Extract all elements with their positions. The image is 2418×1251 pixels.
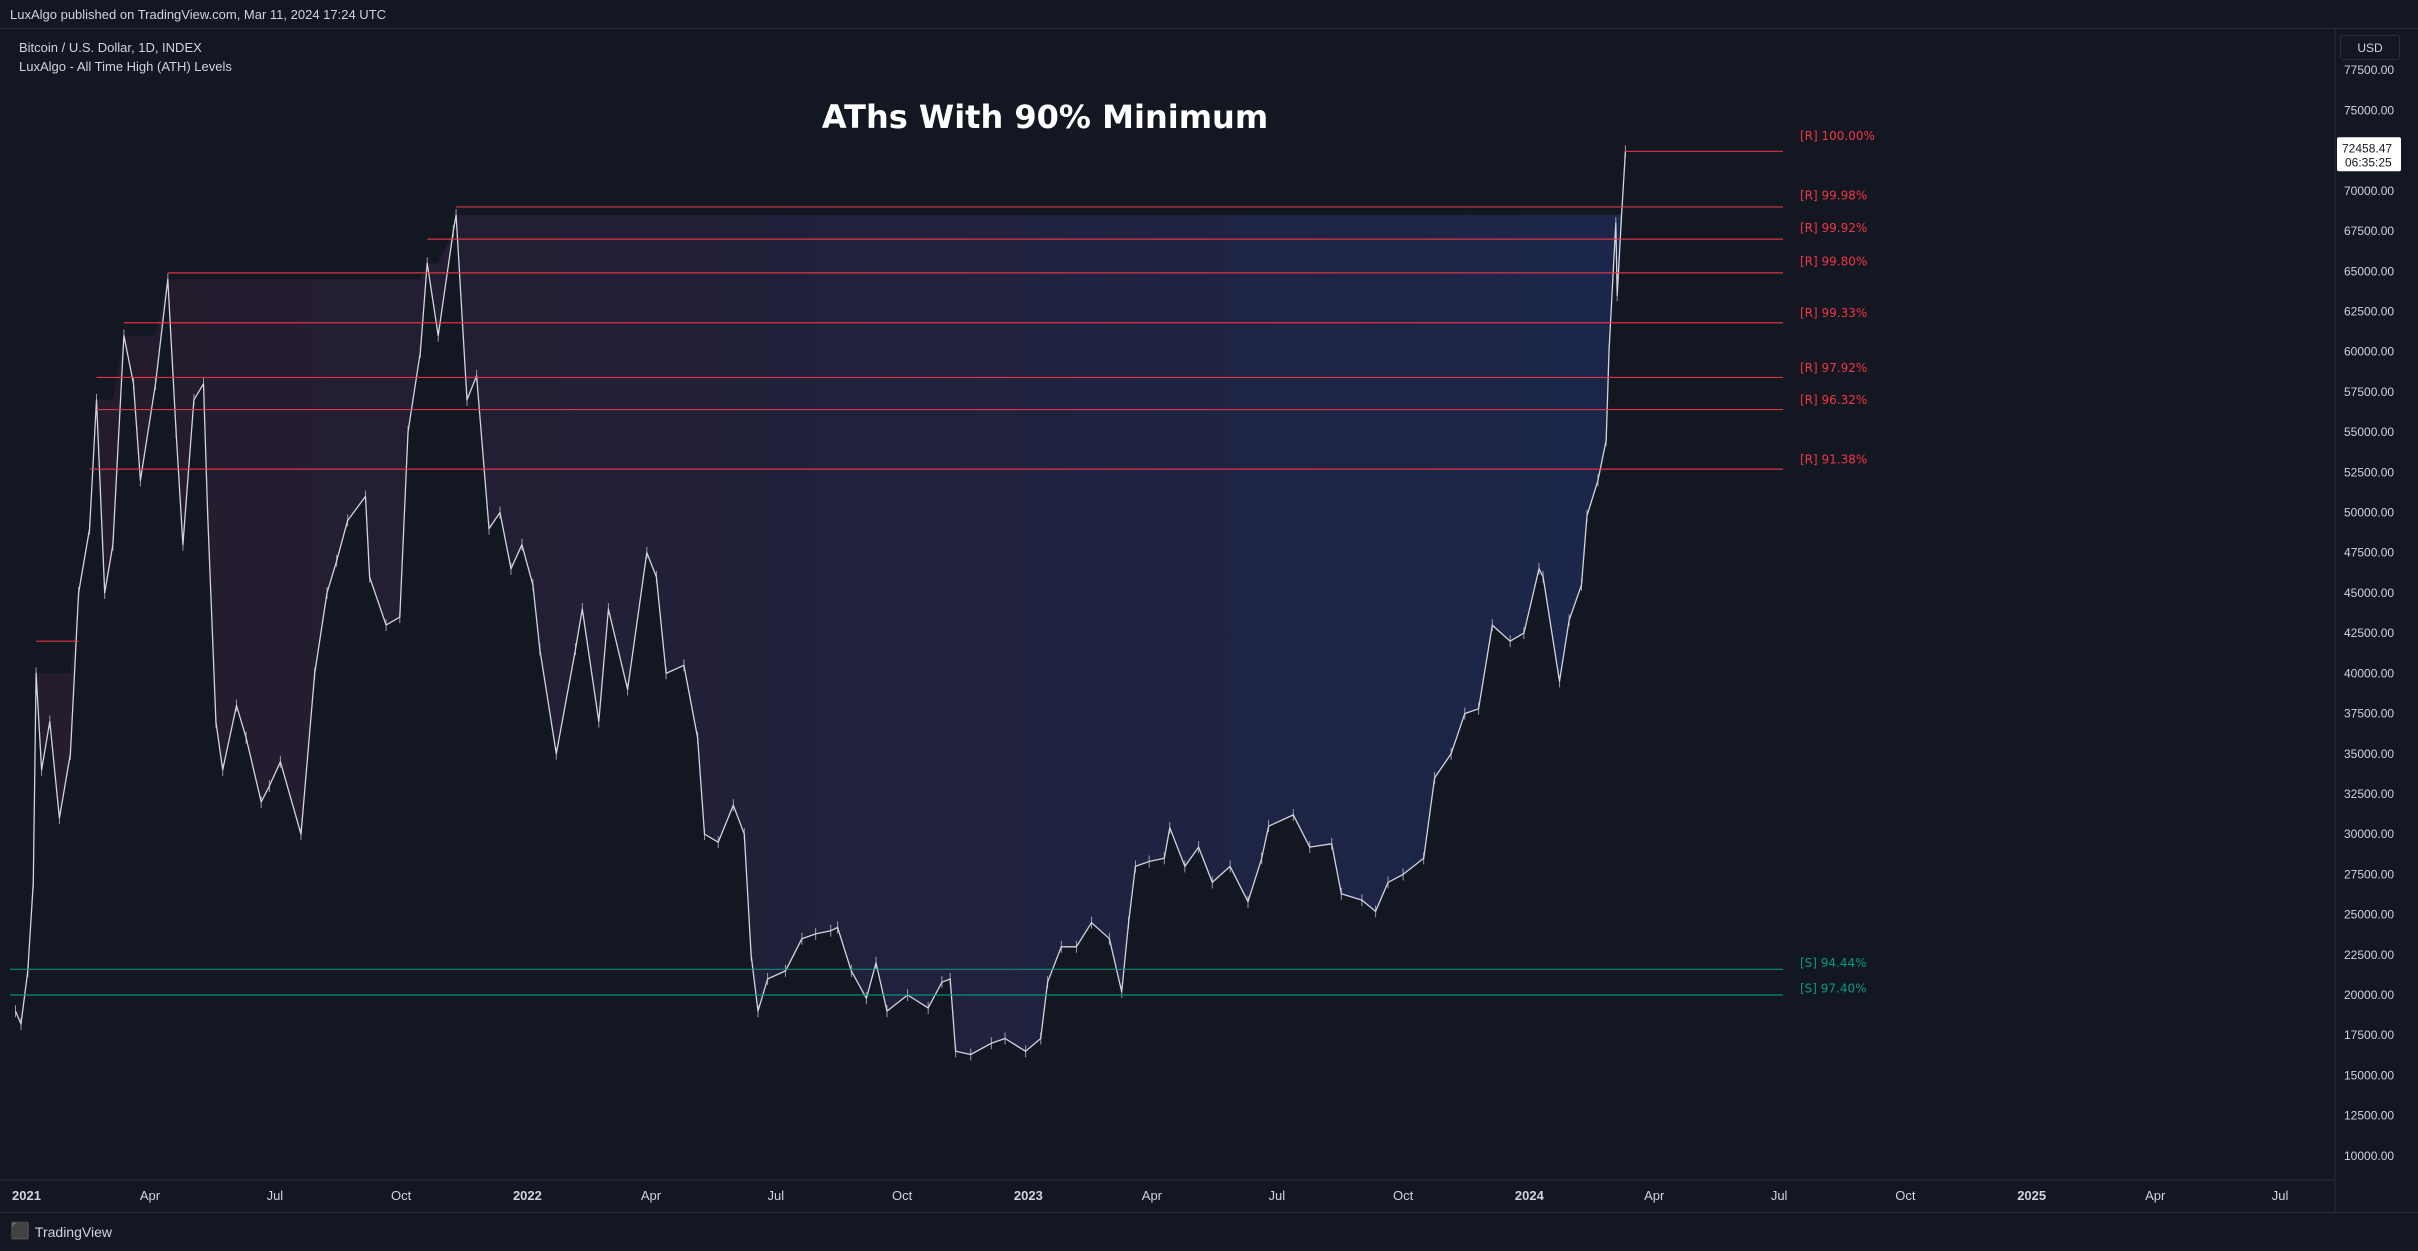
symbol-label[interactable]: Bitcoin / U.S. Dollar, 1D, INDEX bbox=[19, 40, 202, 55]
x-tick-label: Jul bbox=[768, 1188, 785, 1203]
y-tick-label: 67500.00 bbox=[2344, 224, 2394, 238]
x-tick-label: Apr bbox=[2145, 1188, 2166, 1203]
y-tick-label: 52500.00 bbox=[2344, 465, 2394, 479]
y-tick-label: 32500.00 bbox=[2344, 787, 2394, 801]
chart-title: AThs With 90% Minimum bbox=[822, 98, 1268, 136]
y-tick-label: 10000.00 bbox=[2344, 1149, 2394, 1163]
chart-legend: Bitcoin / U.S. Dollar, 1D, INDEX LuxAlgo… bbox=[19, 38, 232, 76]
y-tick-label: 55000.00 bbox=[2344, 425, 2394, 439]
resistance-level-label: [R] 91.38% bbox=[1800, 452, 1867, 466]
ath-drawdown-fill bbox=[15, 151, 1626, 1055]
x-tick-label: Oct bbox=[391, 1188, 412, 1203]
x-tick-label: Apr bbox=[1142, 1188, 1163, 1203]
y-tick-label: 15000.00 bbox=[2344, 1068, 2394, 1082]
y-tick-label: 37500.00 bbox=[2344, 707, 2394, 721]
bar-countdown-label: 06:35:25 bbox=[2345, 155, 2392, 169]
y-tick-label: 30000.00 bbox=[2344, 827, 2394, 841]
x-tick-label: Jul bbox=[2272, 1188, 2289, 1203]
y-tick-label: 77500.00 bbox=[2344, 63, 2394, 77]
x-tick-label: 2022 bbox=[513, 1188, 542, 1203]
y-tick-label: 75000.00 bbox=[2344, 103, 2394, 117]
x-tick-label: Oct bbox=[1393, 1188, 1414, 1203]
y-tick-label: 40000.00 bbox=[2344, 666, 2394, 680]
y-tick-label: 35000.00 bbox=[2344, 747, 2394, 761]
resistance-level-label: [R] 99.98% bbox=[1800, 189, 1867, 203]
resistance-level-label: [R] 99.33% bbox=[1800, 306, 1867, 320]
x-tick-label: Apr bbox=[1644, 1188, 1665, 1203]
x-tick-label: Jul bbox=[1268, 1188, 1285, 1203]
resistance-level-label: [R] 99.80% bbox=[1800, 255, 1867, 269]
x-tick-label: Jul bbox=[1771, 1188, 1788, 1203]
y-tick-label: 45000.00 bbox=[2344, 586, 2394, 600]
last-price-badge bbox=[2337, 137, 2401, 172]
y-tick-label: 70000.00 bbox=[2344, 184, 2394, 198]
x-tick-label: 2023 bbox=[1014, 1188, 1043, 1203]
support-level-label: [S] 97.40% bbox=[1800, 982, 1867, 996]
x-tick-label: 2021 bbox=[12, 1188, 41, 1203]
y-tick-label: 42500.00 bbox=[2344, 626, 2394, 640]
y-tick-label: 22500.00 bbox=[2344, 948, 2394, 962]
x-tick-label: 2025 bbox=[2017, 1188, 2046, 1203]
price-series bbox=[14, 151, 1627, 1056]
x-tick-label: 2024 bbox=[1515, 1188, 1545, 1203]
y-tick-label: 27500.00 bbox=[2344, 867, 2394, 881]
y-tick-label: 47500.00 bbox=[2344, 546, 2394, 560]
y-tick-label: 17500.00 bbox=[2344, 1028, 2394, 1042]
x-tick-label: Jul bbox=[267, 1188, 284, 1203]
x-tick-label: Apr bbox=[641, 1188, 662, 1203]
publisher-header: LuxAlgo published on TradingView.com, Ma… bbox=[0, 0, 2418, 29]
resistance-level-label: [R] 96.32% bbox=[1800, 393, 1867, 407]
resistance-level-label: [R] 99.92% bbox=[1800, 221, 1867, 235]
y-tick-label: 62500.00 bbox=[2344, 304, 2394, 318]
x-tick-label: Oct bbox=[1895, 1188, 1916, 1203]
footer-bar: ⬛ TradingView bbox=[0, 1212, 2418, 1251]
y-tick-label: 60000.00 bbox=[2344, 345, 2394, 359]
y-tick-label: 20000.00 bbox=[2344, 988, 2394, 1002]
footer-brand[interactable]: TradingView bbox=[34, 1224, 112, 1240]
indicator-label[interactable]: LuxAlgo - All Time High (ATH) Levels bbox=[19, 59, 232, 74]
resistance-level-label: [R] 97.92% bbox=[1800, 361, 1867, 375]
y-tick-label: 57500.00 bbox=[2344, 385, 2394, 399]
tradingview-logo-icon[interactable]: ⬛ bbox=[10, 1223, 30, 1240]
y-tick-label: 50000.00 bbox=[2344, 506, 2394, 520]
y-tick-label: 25000.00 bbox=[2344, 908, 2394, 922]
y-tick-label: 65000.00 bbox=[2344, 264, 2394, 278]
y-tick-label: 12500.00 bbox=[2344, 1109, 2394, 1123]
x-tick-label: Oct bbox=[892, 1188, 913, 1203]
support-level-label: [S] 94.44% bbox=[1800, 956, 1867, 970]
resistance-level-label: [R] 100.00% bbox=[1800, 129, 1875, 143]
x-tick-label: Apr bbox=[140, 1188, 161, 1203]
last-price-label: 72458.47 bbox=[2342, 141, 2392, 155]
currency-button[interactable]: USD bbox=[2340, 35, 2400, 60]
